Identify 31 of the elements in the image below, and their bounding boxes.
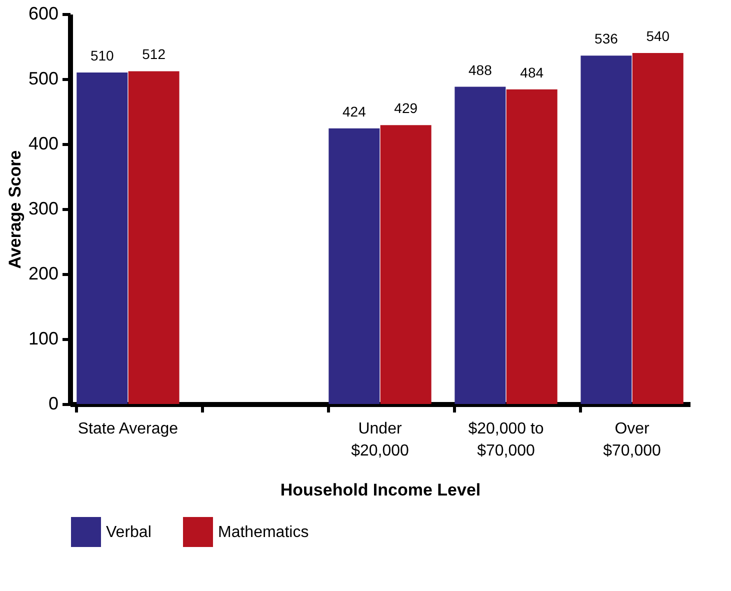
y-tick-label: 400 <box>28 134 58 154</box>
x-tick-label: State Average <box>78 420 178 438</box>
y-tick-label: 600 <box>28 4 58 24</box>
y-tick-label: 200 <box>28 264 58 284</box>
bar <box>76 72 128 404</box>
bar <box>380 125 432 404</box>
y-tick-label: 500 <box>28 68 58 88</box>
data-label: 540 <box>646 28 670 44</box>
legend-label: Mathematics <box>218 524 309 541</box>
bar <box>580 56 632 404</box>
x-tick-label: $20,000 to $70,000 <box>468 420 544 460</box>
data-label: 536 <box>594 30 618 47</box>
data-label: 510 <box>90 48 114 64</box>
x-axis-title: Household Income Level <box>280 480 481 500</box>
x-tick-label: Under $20,000 <box>351 420 410 460</box>
bar <box>454 86 506 404</box>
y-tick-label: 300 <box>28 198 58 218</box>
data-label: 484 <box>520 64 544 80</box>
bar <box>506 89 558 404</box>
y-axis-title: Average Score <box>5 150 24 269</box>
data-label: 512 <box>142 46 166 62</box>
y-tick-label: 0 <box>48 394 58 414</box>
y-tick-label: 100 <box>28 328 58 348</box>
x-tick-label: Over $70,000 <box>603 420 662 460</box>
bar <box>632 53 684 404</box>
data-label: 429 <box>394 100 418 116</box>
legend-label: Verbal <box>106 524 152 541</box>
bar <box>328 128 380 404</box>
data-label: 424 <box>342 103 366 120</box>
bar <box>128 71 180 404</box>
data-label: 488 <box>468 62 492 78</box>
